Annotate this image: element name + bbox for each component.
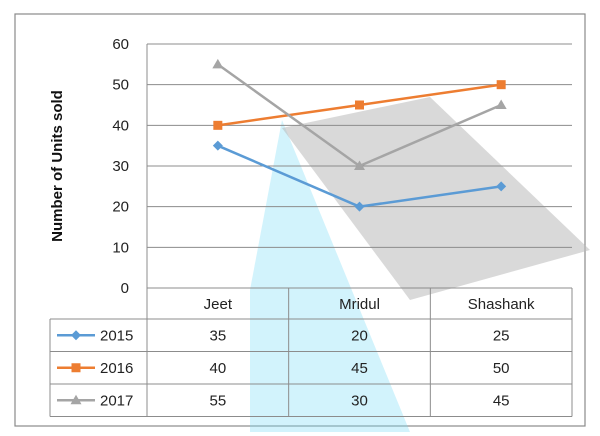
table-cell: 30 <box>351 392 368 409</box>
series-lines <box>212 58 507 212</box>
table-cell: 45 <box>493 392 510 409</box>
legend-key-marker <box>70 394 82 405</box>
y-tick-label: 60 <box>112 36 129 53</box>
table-cell: 35 <box>209 327 226 344</box>
y-tick-label: 20 <box>112 199 129 216</box>
legend-key-marker <box>71 330 81 341</box>
data-point <box>496 181 507 192</box>
table-cell: 55 <box>209 392 226 409</box>
legend-label: 2015 <box>100 327 133 344</box>
table-cell: 50 <box>493 360 510 377</box>
watermark <box>250 97 590 432</box>
data-point <box>213 120 223 130</box>
data-point <box>355 100 364 110</box>
table-cell: 20 <box>351 327 368 344</box>
legend-label: 2017 <box>100 392 133 409</box>
category-label: Mridul <box>339 296 380 313</box>
y-tick-labels: 0 10 20 30 40 50 60 <box>112 36 129 297</box>
y-tick-label: 30 <box>112 158 129 175</box>
category-label: Jeet <box>204 296 233 313</box>
data-point <box>212 140 223 151</box>
table-cell: 45 <box>351 360 368 377</box>
category-label: Shashank <box>468 296 535 313</box>
data-point <box>496 80 506 90</box>
chart-frame <box>14 13 586 427</box>
table-cell: 25 <box>493 327 510 344</box>
legend-label: 2016 <box>100 360 133 377</box>
y-axis-label: Number of Units sold <box>49 90 66 242</box>
y-tick-label: 50 <box>112 77 129 94</box>
y-tick-label: 40 <box>112 117 129 134</box>
data-point <box>354 201 365 212</box>
data-point <box>354 160 365 170</box>
data-point <box>212 58 224 69</box>
legend-key-marker <box>71 363 81 373</box>
data-point <box>495 99 507 109</box>
data-table: Jeet Mridul Shashank 2015 35 20 25 2016 40 45 50 20… <box>49 287 573 417</box>
y-tick-label: 0 <box>121 280 129 297</box>
table-cell: 40 <box>209 360 226 377</box>
y-tick-label: 10 <box>112 239 129 256</box>
